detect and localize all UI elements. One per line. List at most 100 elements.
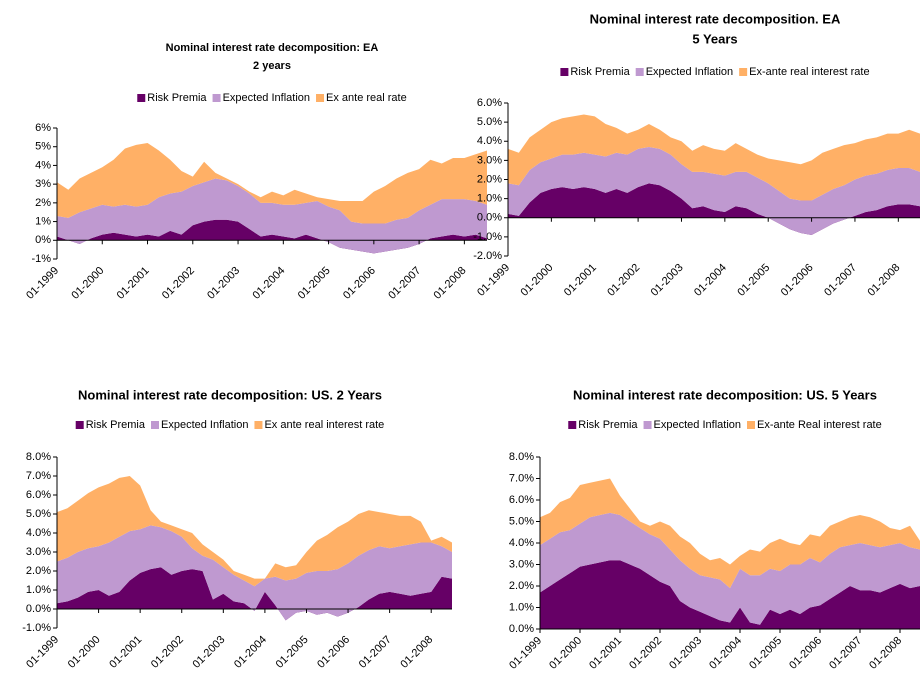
legend-swatch — [747, 421, 756, 429]
x-tick-label: 01-2004 — [232, 634, 269, 671]
area-series — [57, 567, 452, 621]
area-series — [57, 476, 452, 587]
area-series — [540, 478, 920, 589]
y-tick-label: 6.0% — [477, 97, 502, 109]
x-tick-label: 01-1999 — [24, 634, 61, 671]
y-tick-label: 0.0% — [26, 603, 51, 615]
legend-label: Expected Inflation — [223, 92, 310, 104]
legend-label: Expected Inflation — [161, 419, 248, 431]
legend-swatch — [568, 421, 577, 429]
chart-title: Nominal interest rate decomposition: US.… — [573, 387, 877, 402]
legend-swatch — [254, 421, 263, 429]
area-series — [57, 525, 452, 621]
y-tick-label: -1.0% — [473, 231, 502, 243]
x-tick-label: 01-2006 — [315, 634, 352, 671]
legend-label: Ex ante real interest rate — [264, 419, 384, 431]
legend-label: Ex ante real rate — [326, 92, 407, 104]
x-tick-label: 01-2006 — [779, 262, 816, 299]
x-tick-label: 01-2008 — [865, 262, 902, 299]
x-tick-label: 01-2006 — [341, 265, 378, 302]
x-tick-label: 01-2003 — [190, 634, 227, 671]
y-tick-label: 1.0% — [477, 193, 502, 205]
y-tick-label: 5.0% — [509, 515, 534, 527]
x-tick-label: 01-2008 — [398, 634, 435, 671]
x-tick-label: 01-2002 — [605, 262, 642, 299]
legend-label: Ex-ante Real interest rate — [757, 419, 882, 431]
legend-label: Risk Premia — [147, 92, 207, 104]
x-tick-label: 01-2003 — [667, 635, 704, 672]
y-tick-label: -1.0% — [22, 622, 51, 634]
x-tick-label: 01-2007 — [357, 634, 394, 671]
x-tick-label: 01-2001 — [562, 262, 599, 299]
legend-swatch — [643, 421, 652, 429]
area-series — [57, 178, 487, 254]
x-tick-label: 01-2007 — [386, 265, 423, 302]
y-tick-label: 8.0% — [509, 451, 534, 463]
x-tick-label: 01-2001 — [107, 634, 144, 671]
legend-label: Risk Premia — [86, 419, 146, 431]
area-series — [57, 142, 487, 224]
x-tick-label: 01-1999 — [507, 635, 544, 672]
x-tick-label: 01-1999 — [24, 265, 61, 302]
y-tick-label: 4.0% — [509, 537, 534, 549]
legend-label: Risk Premia — [578, 419, 638, 431]
y-tick-label: 6.0% — [26, 489, 51, 501]
chart: Nominal interest rate decomposition: EA 2… — [24, 42, 487, 302]
y-tick-label: 7.0% — [509, 472, 534, 484]
area-series — [508, 114, 920, 201]
x-tick-label: 01-2000 — [547, 635, 584, 672]
y-tick-label: -2.0% — [473, 250, 502, 262]
y-tick-label: 3.0% — [477, 154, 502, 166]
y-tick-label: -1% — [31, 253, 51, 265]
x-tick-label: 01-2004 — [250, 265, 287, 302]
x-tick-label: 01-2004 — [692, 262, 729, 299]
x-tick-label: 01-2005 — [735, 262, 772, 299]
legend-swatch — [560, 68, 569, 76]
x-tick-label: 01-2007 — [827, 635, 864, 672]
y-tick-label: 6.0% — [509, 494, 534, 506]
chart-title: Nominal interest rate decomposition: US.… — [78, 387, 382, 402]
legend-swatch — [316, 94, 325, 102]
x-tick-label: 01-2002 — [627, 635, 664, 672]
y-tick-label: 1% — [35, 215, 51, 227]
x-tick-label: 01-2001 — [115, 265, 152, 302]
x-tick-label: 01-2002 — [160, 265, 197, 302]
x-tick-label: 01-2004 — [707, 635, 744, 672]
x-tick-label: 01-2008 — [867, 635, 904, 672]
legend: Risk Premia Expected Inflation Ex ante rea… — [75, 419, 384, 431]
area-series — [540, 560, 920, 629]
x-tick-label: 01-2000 — [519, 262, 556, 299]
y-tick-label: 2.0% — [477, 173, 502, 185]
legend-swatch — [75, 421, 84, 429]
legend-label: Ex-ante real interest rate — [749, 66, 869, 78]
x-tick-label: 01-2003 — [649, 262, 686, 299]
y-tick-label: 3% — [35, 178, 51, 190]
y-tick-label: 3.0% — [509, 558, 534, 570]
chart: Nominal interest rate decomposition. EA 5… — [473, 11, 920, 299]
y-tick-label: 2.0% — [26, 565, 51, 577]
area-series — [508, 146, 920, 235]
y-tick-label: 3.0% — [26, 546, 51, 558]
x-tick-label: 01-2006 — [787, 635, 824, 672]
legend-swatch — [739, 68, 748, 76]
legend-swatch — [137, 94, 146, 102]
x-tick-label: 01-1999 — [475, 262, 512, 299]
chart-subtitle: 2 years — [253, 60, 291, 72]
legend-swatch — [151, 421, 159, 429]
legend-label: Risk Premia — [570, 66, 630, 78]
chart-title: Nominal interest rate decomposition. EA — [590, 11, 841, 26]
x-tick-label: 01-2000 — [69, 265, 106, 302]
y-tick-label: 0.0% — [509, 623, 534, 635]
y-tick-label: 8.0% — [26, 451, 51, 463]
y-tick-label: 5% — [35, 141, 51, 153]
x-tick-label: 01-2000 — [66, 634, 103, 671]
chart-subtitle: 5 Years — [692, 31, 737, 46]
chart-title: Nominal interest rate decomposition: EA — [166, 42, 379, 54]
y-tick-label: 4.0% — [477, 135, 502, 147]
y-tick-label: 5.0% — [477, 116, 502, 128]
x-tick-label: 01-2008 — [432, 265, 469, 302]
x-tick-label: 01-2003 — [205, 265, 242, 302]
x-tick-label: 01-2007 — [822, 262, 859, 299]
legend-label: Expected Inflation — [654, 419, 741, 431]
